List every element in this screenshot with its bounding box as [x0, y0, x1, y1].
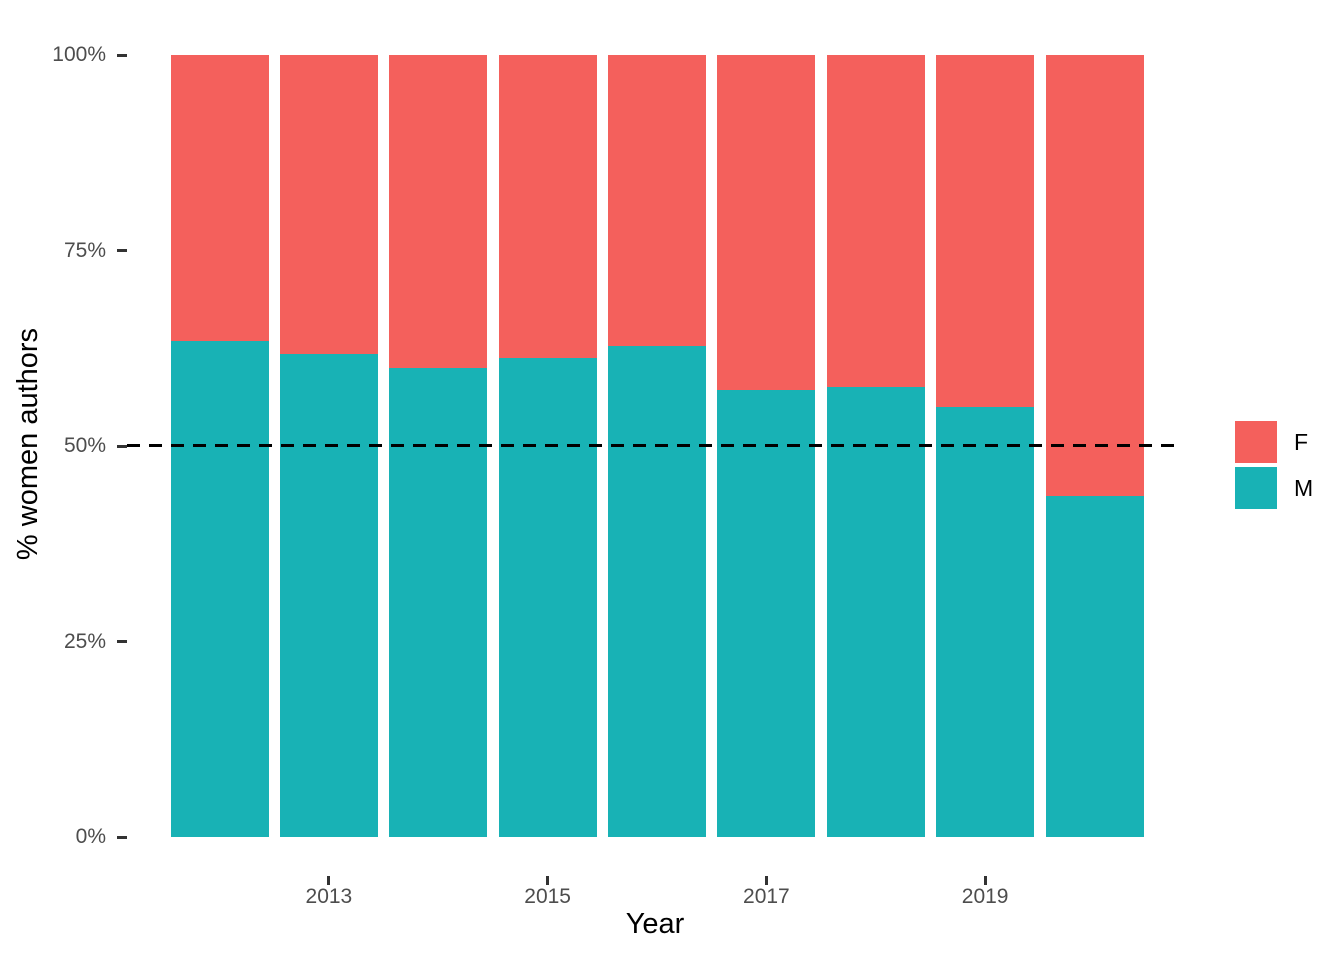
y-axis-tick-label: 50%	[63, 434, 106, 457]
y-axis-tick-label: 25%	[63, 629, 106, 653]
bar-segment-m-2015	[498, 357, 597, 837]
bar-2019	[936, 55, 1035, 837]
bar-segment-m-2018	[826, 386, 925, 837]
y-axis-tick	[117, 640, 127, 643]
x-axis-title: Year	[625, 908, 685, 940]
bar-segment-f-2020	[1045, 55, 1144, 497]
x-axis-tick	[764, 876, 768, 885]
bar-2013	[279, 55, 378, 837]
legend-item-f: F	[1235, 421, 1313, 463]
bar-2017	[717, 55, 816, 837]
bar-segment-m-2013	[279, 353, 378, 837]
bar-segment-f-2013	[279, 55, 378, 354]
x-axis-tick	[546, 876, 550, 885]
y-axis-tick	[117, 444, 127, 448]
y-axis-tick	[117, 53, 127, 57]
x-axis-tick	[983, 876, 987, 885]
y-axis-tick	[117, 835, 127, 839]
bar-segment-m-2020	[1045, 496, 1144, 837]
bar-segment-m-2016	[608, 345, 706, 837]
bar-segment-f-2016	[608, 55, 706, 346]
x-axis-tick-label: 2017	[743, 885, 790, 908]
bar-segment-m-2014	[389, 367, 488, 837]
bar-2018	[826, 55, 925, 837]
bar-2020	[1045, 55, 1144, 837]
bar-segment-m-2017	[717, 389, 816, 837]
legend-item-m: M	[1235, 467, 1313, 509]
x-axis-tick-label: 2015	[524, 885, 571, 908]
y-axis-tick	[117, 249, 127, 252]
x-axis-tick-label: 2019	[961, 885, 1009, 908]
bar-2016	[608, 55, 706, 837]
y-axis-tick-label: 100%	[52, 43, 106, 66]
legend-label-f: F	[1294, 428, 1309, 455]
bar-segment-f-2019	[936, 55, 1035, 407]
legend-label-m: M	[1294, 474, 1314, 501]
y-axis-tick-label: 0%	[75, 825, 106, 848]
bar-segment-f-2017	[717, 55, 816, 390]
legend-swatch-m-icon	[1235, 467, 1277, 509]
bar-segment-m-2012	[170, 341, 269, 837]
bar-2015	[498, 55, 597, 837]
x-axis-tick	[327, 876, 331, 885]
reference-line-50pct	[127, 444, 1183, 447]
x-axis-tick-label: 2013	[305, 885, 353, 908]
y-axis-title: % women authors	[12, 327, 44, 561]
bar-segment-f-2015	[498, 55, 597, 358]
bar-segment-f-2012	[170, 55, 269, 342]
y-axis-tick-label: 75%	[63, 238, 106, 262]
bar-segment-m-2019	[936, 406, 1035, 837]
bar-segment-f-2014	[389, 55, 488, 368]
bar-2012	[170, 55, 269, 837]
bar-segment-f-2018	[826, 55, 925, 387]
legend-swatch-f-icon	[1235, 421, 1277, 463]
